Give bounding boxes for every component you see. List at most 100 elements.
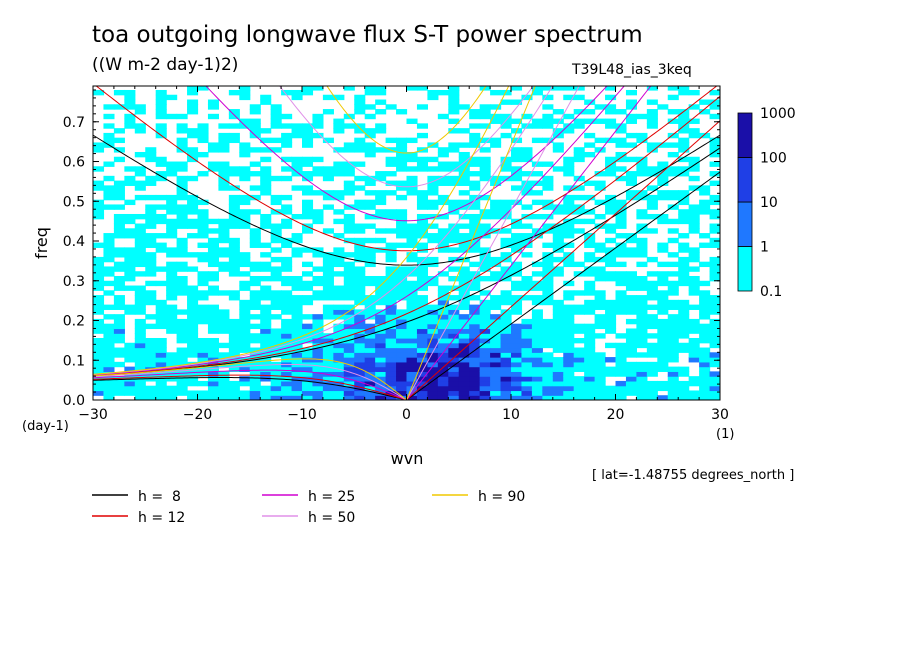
power-cell bbox=[228, 113, 240, 120]
power-cell bbox=[134, 328, 146, 334]
power-cell bbox=[364, 86, 376, 91]
power-cell bbox=[552, 299, 564, 306]
power-cell bbox=[228, 194, 240, 201]
power-cell bbox=[281, 280, 293, 287]
power-cell bbox=[573, 352, 585, 358]
power-cell bbox=[667, 352, 679, 358]
power-cell bbox=[479, 209, 491, 215]
power-cell bbox=[322, 390, 334, 396]
power-cell bbox=[437, 385, 449, 392]
power-cell bbox=[176, 190, 188, 196]
power-cell bbox=[270, 295, 282, 301]
power-cell bbox=[521, 380, 533, 387]
power-cell bbox=[302, 86, 314, 91]
power-cell bbox=[699, 380, 711, 387]
power-cell bbox=[176, 209, 188, 215]
power-cell bbox=[343, 280, 355, 287]
power-cell bbox=[260, 328, 272, 334]
power-cell bbox=[396, 347, 408, 353]
power-cell bbox=[385, 209, 397, 215]
power-cell bbox=[584, 347, 596, 353]
power-cell bbox=[176, 357, 188, 363]
power-cell bbox=[187, 290, 199, 296]
power-cell bbox=[667, 109, 679, 115]
power-cell bbox=[511, 166, 523, 172]
power-cell bbox=[531, 380, 543, 387]
power-cell bbox=[563, 352, 575, 358]
power-cell bbox=[458, 337, 470, 344]
power-cell bbox=[333, 166, 345, 172]
power-cell bbox=[521, 185, 533, 191]
power-cell bbox=[291, 252, 303, 258]
power-cell bbox=[448, 109, 460, 115]
power-cell bbox=[667, 132, 679, 139]
power-cell bbox=[375, 237, 387, 244]
power-cell bbox=[584, 242, 596, 248]
power-cell bbox=[312, 132, 324, 139]
power-cell bbox=[333, 323, 345, 330]
power-cell bbox=[469, 352, 481, 358]
power-cell bbox=[343, 390, 355, 396]
power-cell bbox=[343, 213, 355, 220]
power-cell bbox=[93, 213, 105, 220]
power-cell bbox=[354, 109, 366, 115]
power-cell bbox=[270, 380, 282, 387]
power-cell bbox=[354, 385, 366, 392]
power-cell bbox=[448, 94, 460, 101]
power-cell bbox=[124, 118, 136, 124]
power-cell bbox=[448, 361, 460, 368]
power-cell bbox=[406, 86, 418, 91]
power-cell bbox=[218, 390, 230, 396]
power-cell bbox=[207, 242, 219, 248]
power-cell bbox=[594, 271, 606, 277]
power-cell bbox=[594, 371, 606, 377]
power-cell bbox=[584, 142, 596, 148]
power-cell bbox=[511, 304, 523, 310]
power-cell bbox=[552, 309, 564, 315]
power-cell bbox=[636, 261, 648, 268]
power-cell bbox=[239, 118, 251, 124]
power-cell bbox=[427, 323, 439, 330]
power-cell bbox=[322, 166, 334, 172]
power-cell bbox=[93, 361, 105, 368]
power-cell bbox=[406, 299, 418, 306]
power-cell bbox=[469, 237, 481, 244]
power-cell bbox=[145, 290, 157, 296]
power-cell bbox=[354, 347, 366, 353]
power-cell bbox=[406, 295, 418, 301]
power-cell bbox=[187, 99, 199, 105]
kelvin-curve-h50 bbox=[406, 86, 580, 400]
power-cell bbox=[594, 333, 606, 339]
power-cell bbox=[260, 366, 272, 372]
power-cell bbox=[124, 233, 136, 239]
power-cell bbox=[667, 194, 679, 201]
power-cell bbox=[500, 357, 512, 363]
power-cell bbox=[406, 285, 418, 291]
power-cell bbox=[563, 318, 575, 325]
power-cell bbox=[584, 194, 596, 201]
power-cell bbox=[406, 318, 418, 325]
power-cell bbox=[396, 280, 408, 287]
power-cell bbox=[605, 271, 617, 277]
power-cell bbox=[563, 86, 575, 91]
legend-label-h12: h = 12 bbox=[138, 510, 185, 526]
power-cell bbox=[615, 128, 627, 134]
power-cell bbox=[385, 171, 397, 177]
power-cell bbox=[176, 376, 188, 382]
power-cell bbox=[406, 242, 418, 248]
power-cell bbox=[207, 371, 219, 377]
power-cell bbox=[291, 123, 303, 129]
power-cell bbox=[312, 213, 324, 220]
power-cell bbox=[406, 347, 418, 353]
power-cell bbox=[479, 147, 491, 153]
power-cell bbox=[521, 171, 533, 177]
power-cell bbox=[385, 295, 397, 301]
power-cell bbox=[521, 390, 533, 396]
power-cell bbox=[343, 314, 355, 320]
power-cell bbox=[187, 314, 199, 320]
power-cell bbox=[615, 275, 627, 282]
power-cell bbox=[145, 314, 157, 320]
power-cell bbox=[396, 185, 408, 191]
power-cell bbox=[166, 204, 178, 210]
power-cell bbox=[333, 304, 345, 310]
